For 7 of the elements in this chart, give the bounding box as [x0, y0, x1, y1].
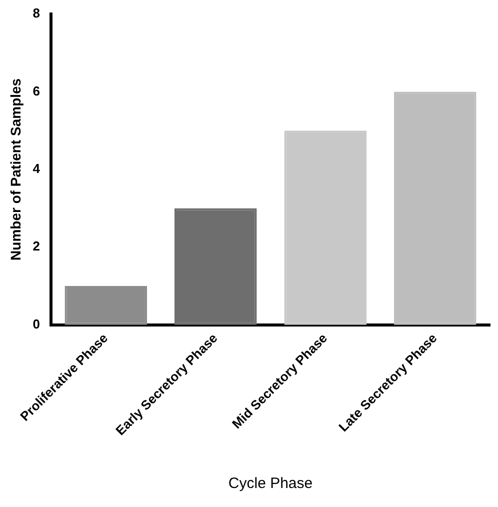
y-tick-label: 2 [32, 238, 40, 254]
y-axis-title: Number of Patient Samples [7, 78, 24, 260]
x-axis-title: Cycle Phase [228, 475, 313, 492]
y-tick-label: 4 [32, 161, 41, 176]
y-tick-label: 0 [32, 316, 40, 332]
y-tick-label: 6 [32, 83, 40, 98]
y-tick-label: 8 [32, 6, 40, 21]
